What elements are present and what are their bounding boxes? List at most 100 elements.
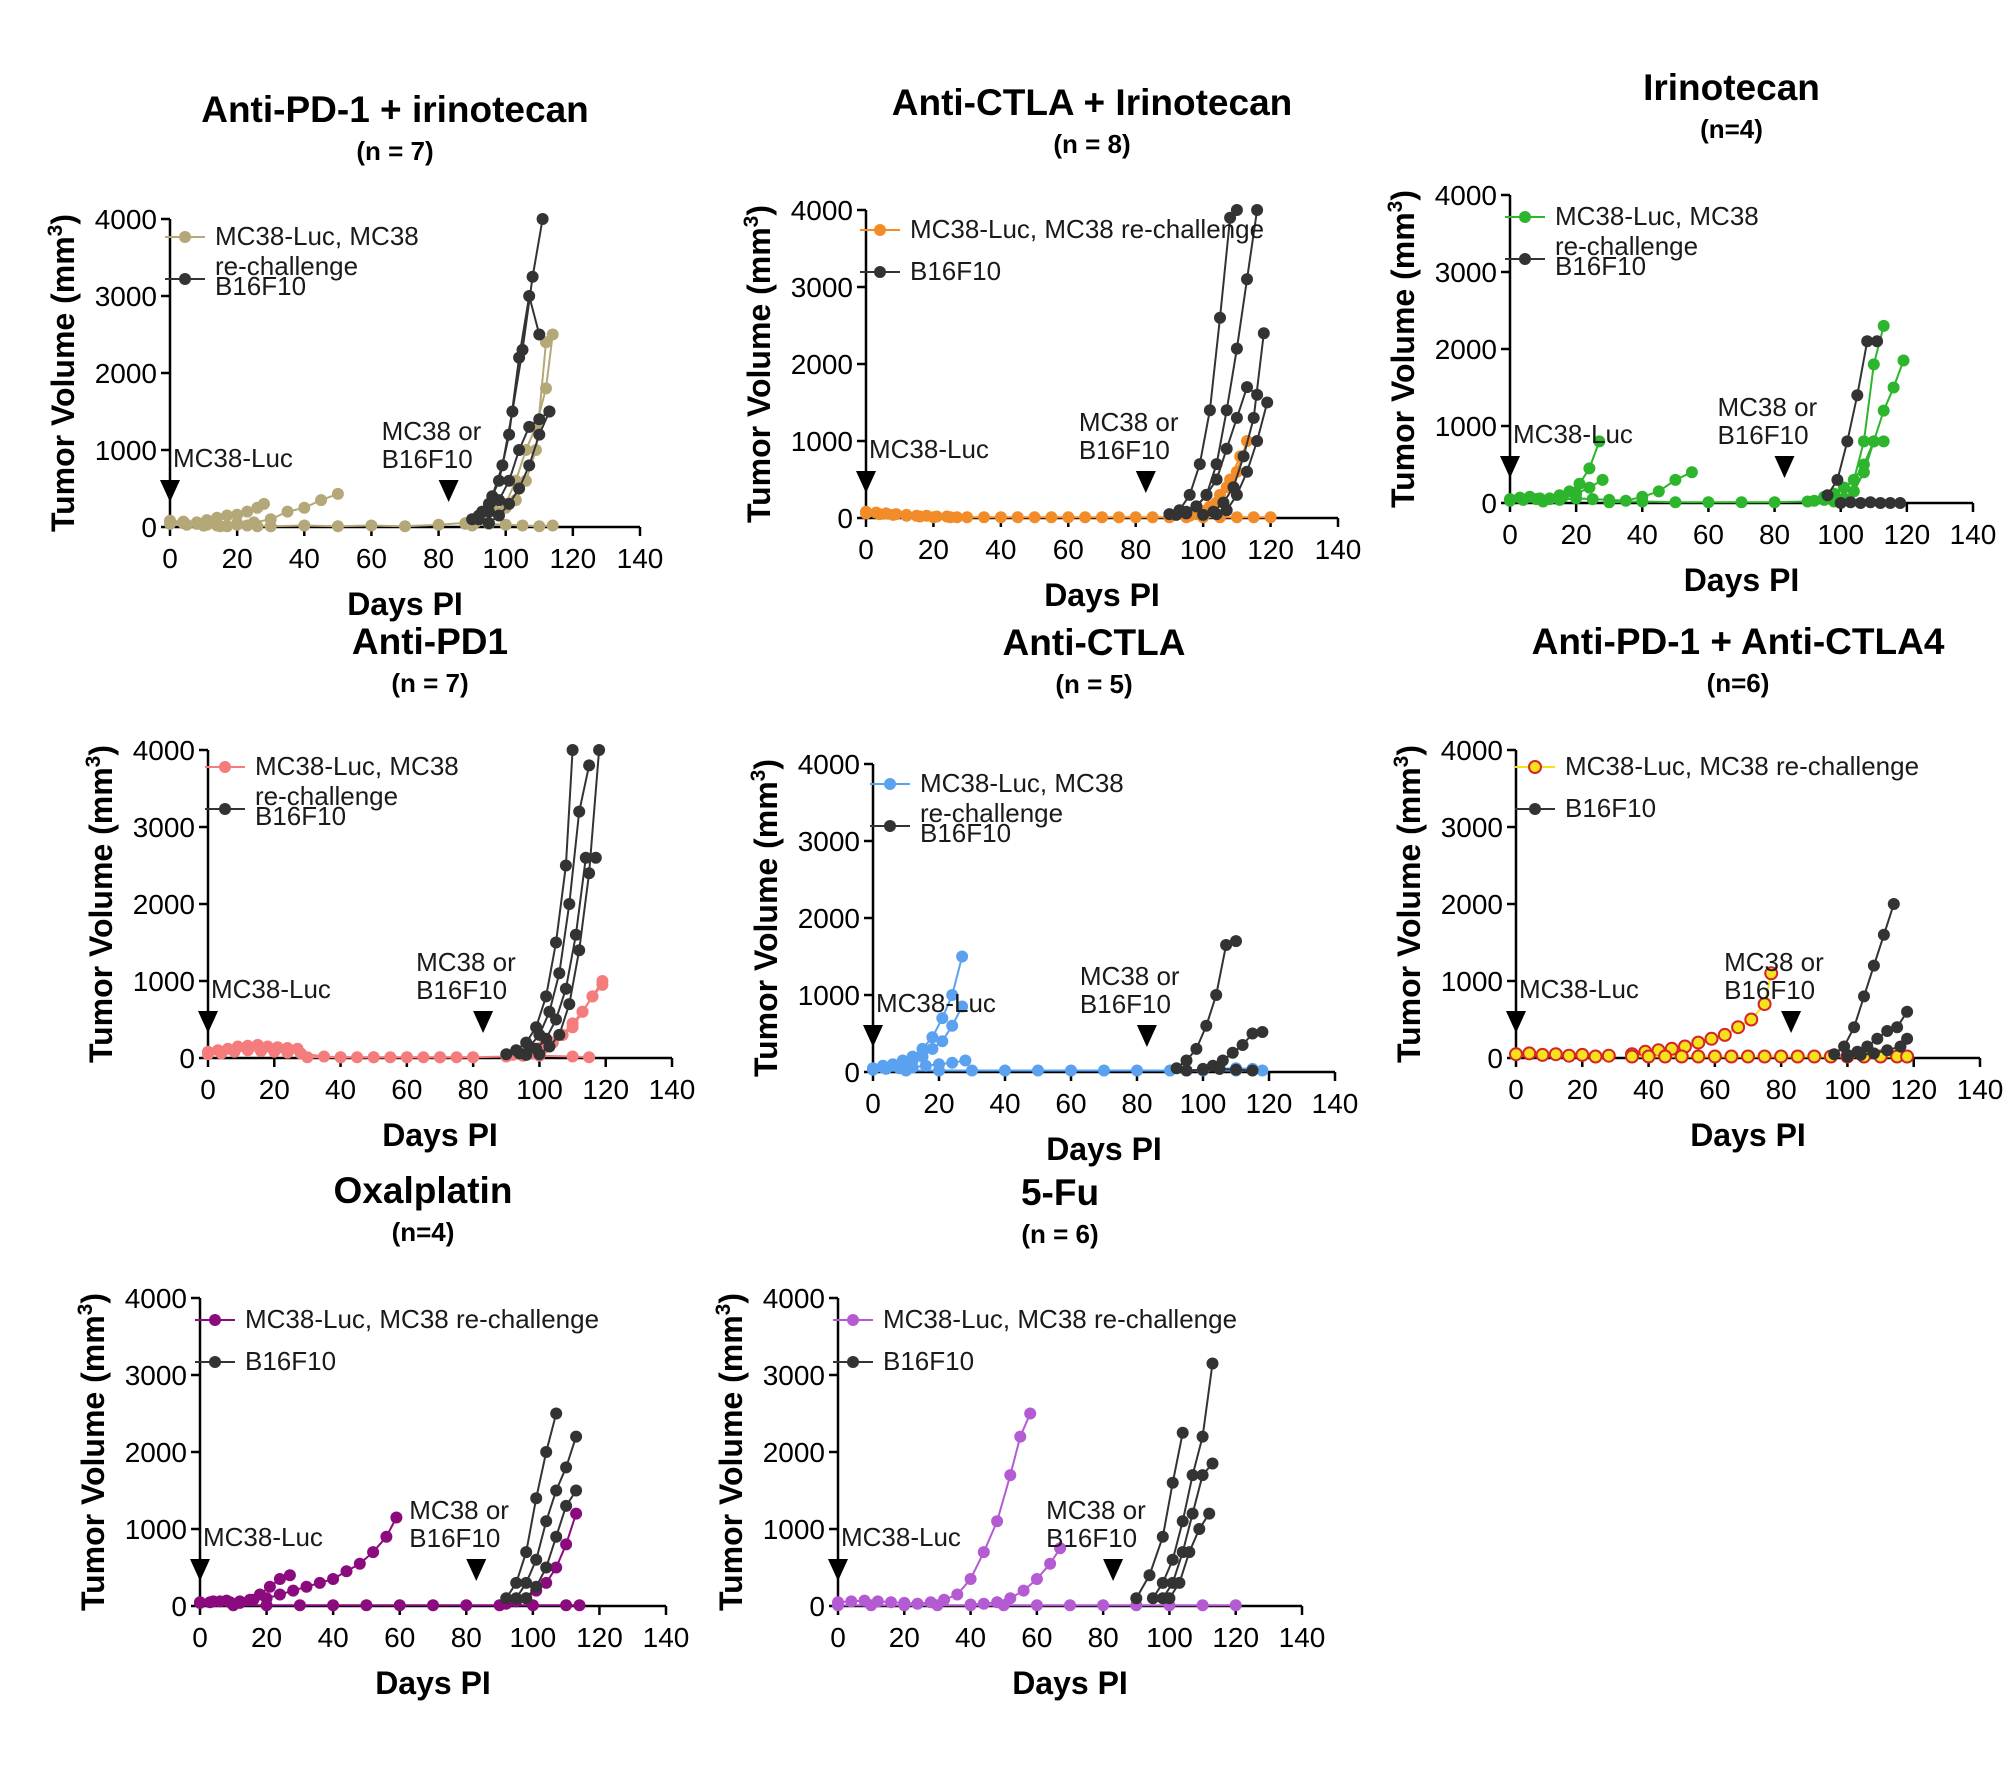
legend-marker bbox=[884, 778, 896, 790]
data-point bbox=[933, 1064, 945, 1077]
data-point bbox=[1669, 496, 1682, 509]
legend-marker bbox=[874, 224, 886, 236]
data-point bbox=[553, 967, 566, 980]
chart-title: Anti-PD-1 + Anti-CTLA4 bbox=[1532, 621, 1945, 662]
data-point bbox=[1246, 1027, 1259, 1040]
data-point bbox=[533, 1048, 546, 1061]
data-point bbox=[1867, 435, 1880, 448]
data-point bbox=[1858, 990, 1870, 1003]
data-point bbox=[1583, 462, 1596, 475]
legend-marker bbox=[219, 803, 231, 815]
data-point bbox=[1522, 1046, 1537, 1061]
data-point bbox=[910, 509, 923, 522]
y-tick-label: 3000 bbox=[1435, 257, 1497, 288]
data-point bbox=[1203, 1507, 1216, 1520]
data-point bbox=[966, 1064, 978, 1077]
data-point bbox=[1724, 1049, 1739, 1064]
data-point bbox=[1170, 508, 1183, 521]
data-point bbox=[1180, 507, 1193, 520]
annotation-mc38-luc: MC38-Luc bbox=[1513, 419, 1633, 449]
challenge-arrow-icon bbox=[1506, 1011, 1526, 1033]
data-point bbox=[959, 1054, 972, 1067]
data-point bbox=[1193, 458, 1206, 471]
data-point bbox=[194, 1596, 206, 1609]
data-point bbox=[513, 482, 526, 495]
x-tick-label: 120 bbox=[1883, 519, 1930, 550]
data-point bbox=[911, 1597, 924, 1610]
legend: MC38-Luc, MC38 re-challenge B16F10 bbox=[195, 1304, 599, 1376]
series-b16-2 bbox=[1834, 496, 1907, 509]
series-b16-3 bbox=[1841, 1032, 1914, 1063]
chart-title: Anti-PD-1 + irinotecan bbox=[201, 89, 589, 130]
data-point bbox=[566, 1017, 579, 1030]
legend-label: MC38-Luc, MC38 re-challenge bbox=[883, 1304, 1237, 1334]
data-point bbox=[1229, 1599, 1242, 1612]
x-axis-label: Days PI bbox=[347, 586, 463, 622]
challenge-arrow-icon bbox=[1781, 1011, 1802, 1033]
data-point bbox=[1857, 435, 1870, 448]
series-b16-2 bbox=[510, 1430, 583, 1605]
data-point bbox=[550, 936, 562, 949]
series-mc38-1 bbox=[832, 1407, 1037, 1610]
data-point bbox=[1220, 504, 1233, 517]
series-b16-3 bbox=[1180, 1062, 1259, 1077]
data-point bbox=[1593, 435, 1606, 448]
data-point bbox=[1691, 1049, 1706, 1064]
y-tick-label: 3000 bbox=[125, 1360, 187, 1391]
data-point bbox=[530, 1580, 543, 1593]
data-point bbox=[867, 1063, 879, 1076]
data-point bbox=[573, 1599, 586, 1612]
data-point bbox=[263, 1580, 276, 1593]
data-point bbox=[1163, 1592, 1176, 1605]
annotation-rechallenge-line1: MC38 or bbox=[416, 947, 516, 977]
x-tick-label: 0 bbox=[162, 543, 178, 574]
x-tick-label: 140 bbox=[1315, 534, 1362, 565]
chart-subtitle: (n = 7) bbox=[391, 668, 468, 698]
y-tick-label: 0 bbox=[1481, 488, 1497, 519]
data-point bbox=[593, 744, 606, 756]
data-point bbox=[241, 505, 254, 518]
data-point bbox=[1230, 511, 1243, 524]
data-point bbox=[926, 1031, 939, 1044]
data-point bbox=[1210, 508, 1223, 521]
data-point bbox=[523, 459, 536, 472]
legend-marker bbox=[1528, 760, 1542, 774]
data-point bbox=[573, 805, 586, 818]
data-point bbox=[273, 1588, 286, 1601]
x-tick-label: 100 bbox=[1146, 1622, 1193, 1653]
data-point bbox=[1881, 1025, 1894, 1037]
data-point bbox=[231, 508, 244, 521]
data-point bbox=[1180, 1054, 1193, 1067]
data-point bbox=[1186, 1469, 1199, 1482]
challenge-arrow-icon bbox=[1774, 456, 1795, 478]
data-point bbox=[1224, 211, 1237, 224]
data-point bbox=[1834, 497, 1847, 509]
series-b16-5 bbox=[1210, 396, 1274, 521]
y-tick-label: 4000 bbox=[125, 1283, 187, 1314]
data-point bbox=[1213, 1062, 1226, 1075]
data-point bbox=[520, 1546, 533, 1559]
legend-label: MC38-Luc, MC38 re-challenge bbox=[255, 751, 459, 811]
data-point bbox=[1097, 1599, 1110, 1612]
x-tick-label: 100 bbox=[516, 1074, 563, 1105]
series-mc38-3 bbox=[1537, 466, 1698, 508]
data-point bbox=[550, 1484, 563, 1497]
data-point bbox=[1674, 1049, 1689, 1064]
data-point bbox=[204, 1596, 216, 1609]
x-tick-label: 140 bbox=[1950, 519, 1997, 550]
data-point bbox=[1768, 496, 1781, 509]
y-tick-label: 0 bbox=[179, 1043, 195, 1074]
data-point bbox=[1861, 335, 1874, 348]
data-point bbox=[202, 1048, 214, 1061]
y-tick-label: 1000 bbox=[133, 966, 195, 997]
legend-marker bbox=[874, 266, 886, 278]
data-point bbox=[1874, 497, 1887, 509]
data-point bbox=[570, 1507, 583, 1520]
y-tick-label: 3000 bbox=[1441, 812, 1503, 843]
data-point bbox=[898, 1599, 911, 1612]
x-tick-label: 40 bbox=[985, 534, 1016, 565]
series-mc38-4 bbox=[1603, 495, 1814, 509]
data-point bbox=[563, 998, 576, 1011]
data-point bbox=[432, 518, 445, 531]
